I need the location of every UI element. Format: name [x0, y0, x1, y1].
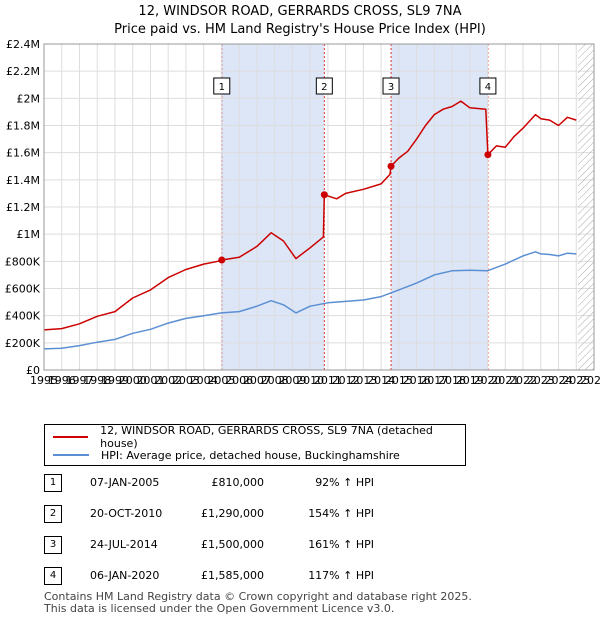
y-tick-label: £1.4M [6, 174, 40, 187]
chart-subtitle: Price paid vs. HM Land Registry's House … [114, 22, 486, 37]
sale-label: 3 [388, 82, 394, 93]
transaction-hpi: 154% ↑ HPI [308, 507, 374, 520]
sale-marker [484, 151, 492, 159]
sale-label-box [382, 77, 400, 95]
x-tick-label: 2001 [136, 374, 164, 387]
x-tick-label: 2004 [190, 374, 218, 387]
y-tick-label: £1.2M [6, 201, 40, 214]
sale-label: 1 [219, 82, 225, 93]
x-tick-label: 2009 [278, 374, 306, 387]
transaction-row: 2 20-OCT-2010 £1,290,000 154% ↑ HPI [44, 505, 464, 525]
legend-item-property: 12, WINDSOR ROAD, GERRARDS CROSS, SL9 7N… [53, 424, 465, 450]
y-tick-label: £1M [17, 228, 41, 241]
legend-label-property: 12, WINDSOR ROAD, GERRARDS CROSS, SL9 7N… [100, 424, 433, 450]
sale-markers: 1 2 3 4 [213, 77, 497, 264]
transaction-row: 4 06-JAN-2020 £1,585,000 117% ↑ HPI [44, 567, 464, 587]
transaction-number: 2 [44, 505, 62, 523]
plot-frame [43, 43, 595, 371]
x-tick-label: 2025 [562, 374, 590, 387]
legend-swatch-property [53, 436, 89, 438]
x-tick-label: 1995 [30, 374, 58, 387]
sale-marker [218, 256, 226, 264]
sale-label-box [315, 77, 333, 95]
x-tick-label: 2020 [474, 374, 502, 387]
y-tick-label: £600K [5, 283, 41, 296]
x-tick-label: 2014 [367, 374, 395, 387]
x-tick-label: 2007 [243, 374, 271, 387]
property-price-line [43, 100, 577, 331]
transaction-date: 20-OCT-2010 [90, 507, 163, 520]
sale-label: 2 [321, 82, 327, 93]
x-tick-label: 2010 [296, 374, 324, 387]
hpi-line [43, 251, 577, 350]
x-tick-label: 2026 [580, 374, 600, 387]
x-tick-label: 2006 [225, 374, 253, 387]
y-tick-label: £2.2M [6, 65, 40, 78]
x-tick-label: 2012 [332, 374, 360, 387]
sale-marker [387, 162, 395, 170]
y-tick-label: £800K [5, 255, 41, 268]
x-tick-label: 2015 [385, 374, 413, 387]
x-tick-label: 2002 [154, 374, 182, 387]
x-tick-label: 2000 [119, 374, 147, 387]
legend-item-hpi: HPI: Average price, detached house, Buck… [53, 447, 400, 463]
footer-copyright: Contains HM Land Registry data © Crown c… [44, 590, 472, 603]
transaction-number: 4 [44, 567, 62, 585]
x-tick-label: 1996 [48, 374, 76, 387]
y-tick-label: £200K [5, 337, 41, 350]
transaction-number: 1 [44, 474, 62, 492]
transaction-row: 1 07-JAN-2005 £810,000 92% ↑ HPI [44, 474, 464, 494]
transaction-date: 24-JUL-2014 [90, 538, 158, 551]
transaction-row: 3 24-JUL-2014 £1,500,000 161% ↑ HPI [44, 536, 464, 556]
x-tick-label: 2021 [491, 374, 519, 387]
x-tick-label: 2013 [349, 374, 377, 387]
x-tick-label: 2023 [527, 374, 555, 387]
transaction-price: £1,585,000 [201, 569, 264, 582]
y-tick-label: £1.8M [6, 120, 40, 133]
series [43, 100, 577, 350]
x-tick-label: 1998 [83, 374, 111, 387]
transaction-price: £1,500,000 [201, 538, 264, 551]
x-tick-label: 2011 [314, 374, 342, 387]
transaction-date: 07-JAN-2005 [90, 476, 160, 489]
legend-label-hpi: HPI: Average price, detached house, Buck… [101, 448, 400, 462]
transaction-hpi: 161% ↑ HPI [308, 538, 374, 551]
x-tick-label: 1999 [101, 374, 129, 387]
transaction-price: £810,000 [211, 476, 265, 489]
transaction-price: £1,290,000 [201, 507, 264, 520]
x-tick-label: 1997 [65, 374, 93, 387]
x-tick-label: 2017 [420, 374, 448, 387]
sale-label-box [479, 77, 497, 95]
y-tick-label: £2M [17, 92, 41, 105]
x-tick-label: 2016 [403, 374, 431, 387]
y-tick-label: £400K [5, 310, 41, 323]
sale-label-box [213, 77, 231, 95]
x-tick-label: 2005 [207, 374, 235, 387]
sale-marker [320, 191, 328, 199]
transaction-date: 06-JAN-2020 [90, 569, 160, 582]
sale-label: 4 [485, 82, 491, 93]
forecast-hatch [578, 44, 594, 370]
legend-swatch-hpi [53, 454, 89, 456]
x-tick-label: 2003 [172, 374, 200, 387]
transaction-number: 3 [44, 536, 62, 554]
transaction-hpi: 117% ↑ HPI [308, 569, 374, 582]
y-tick-label: £2.4M [6, 38, 40, 51]
forecast-region [578, 44, 594, 370]
x-tick-label: 2019 [456, 374, 484, 387]
footer-licence: This data is licensed under the Open Gov… [44, 602, 395, 615]
x-tick-label: 2022 [509, 374, 537, 387]
transaction-hpi: 92% ↑ HPI [315, 476, 374, 489]
legend: 12, WINDSOR ROAD, GERRARDS CROSS, SL9 7N… [44, 424, 466, 466]
y-tick-label: £0 [26, 364, 40, 377]
x-tick-label: 2018 [438, 374, 466, 387]
x-tick-label: 2024 [545, 374, 573, 387]
price-chart: 1 2 3 4 £0 £200K £400K £600K £800K £1M £1.2M £1.4M… [5, 38, 600, 387]
chart-title: 12, WINDSOR ROAD, GERRARDS CROSS, SL9 7N… [138, 4, 462, 19]
y-tick-label: £1.6M [6, 147, 40, 160]
axes: £0 £200K £400K £600K £800K £1M £1.2M £1.4M £1.6M… [5, 38, 600, 387]
x-tick-label: 2008 [261, 374, 289, 387]
